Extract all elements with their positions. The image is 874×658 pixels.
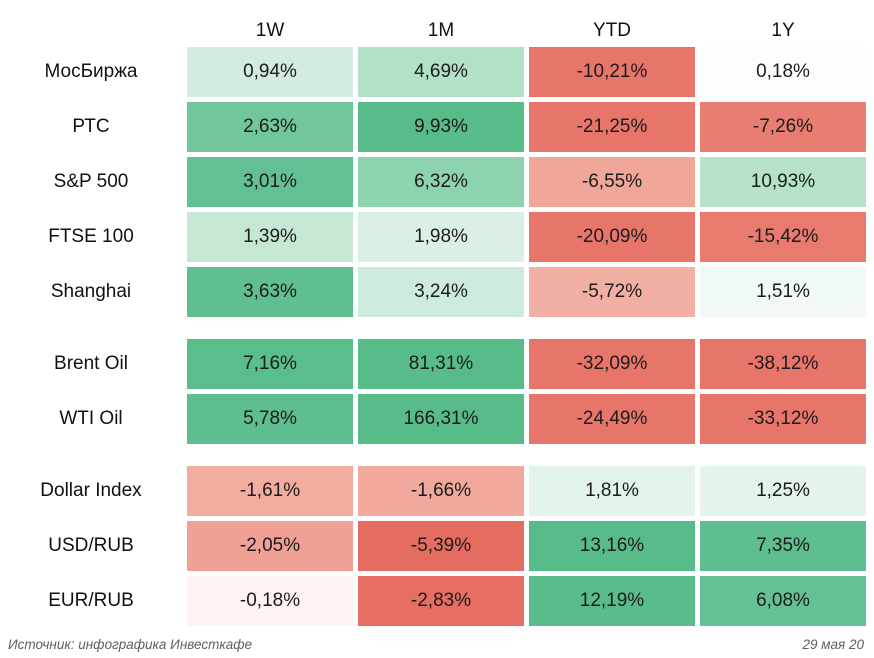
date-label: 29 мая 20 xyxy=(802,637,864,652)
heatmap-cell: 0,18% xyxy=(700,47,866,97)
heatmap-cell: -10,21% xyxy=(529,47,695,97)
table-row-shanghai: Shanghai 3,63% 3,24% -5,72% 1,51% xyxy=(0,267,874,317)
heatmap-cell: 1,39% xyxy=(187,212,353,262)
table-row-dollar-index: Dollar Index -1,61% -1,66% 1,81% 1,25% xyxy=(0,466,874,516)
heatmap-cell: 3,63% xyxy=(187,267,353,317)
table-row-mosbirzha: МосБиржа 0,94% 4,69% -10,21% 0,18% xyxy=(0,47,874,97)
heatmap-cell: 7,16% xyxy=(187,339,353,389)
heatmap-cell: -2,05% xyxy=(187,521,353,571)
heatmap-cell: -38,12% xyxy=(700,339,866,389)
column-header-ytd: YTD xyxy=(593,19,631,41)
table-row-wti: WTI Oil 5,78% 166,31% -24,49% -33,12% xyxy=(0,394,874,444)
heatmap-cell: 9,93% xyxy=(358,102,524,152)
heatmap-cell: -1,61% xyxy=(187,466,353,516)
column-header-row: 1W 1M YTD 1Y xyxy=(0,0,874,47)
heatmap-cell: 10,93% xyxy=(700,157,866,207)
heatmap-cell: -15,42% xyxy=(700,212,866,262)
column-header-1w: 1W xyxy=(255,19,285,41)
heatmap-cell: 4,69% xyxy=(358,47,524,97)
table-row-brent: Brent Oil 7,16% 81,31% -32,09% -38,12% xyxy=(0,339,874,389)
heatmap-cell: 13,16% xyxy=(529,521,695,571)
column-header-1y: 1Y xyxy=(771,19,795,41)
heatmap-cell: -32,09% xyxy=(529,339,695,389)
table-row-sp500: S&P 500 3,01% 6,32% -6,55% 10,93% xyxy=(0,157,874,207)
heatmap-cell: 1,81% xyxy=(529,466,695,516)
row-label: Dollar Index xyxy=(40,480,142,501)
group-currencies: Dollar Index -1,61% -1,66% 1,81% 1,25% U… xyxy=(0,466,874,626)
heatmap-cell: -5,39% xyxy=(358,521,524,571)
heatmap-cell: -33,12% xyxy=(700,394,866,444)
heatmap-cell: 6,08% xyxy=(700,576,866,626)
table-row-eur-rub: EUR/RUB -0,18% -2,83% 12,19% 6,08% xyxy=(0,576,874,626)
table-row-rts: РТС 2,63% 9,93% -21,25% -7,26% xyxy=(0,102,874,152)
source-credit: Источник: инфографика Инвесткафе xyxy=(8,637,253,652)
column-header-1m: 1M xyxy=(427,19,455,41)
group-commodities: Brent Oil 7,16% 81,31% -32,09% -38,12% W… xyxy=(0,339,874,444)
row-label: WTI Oil xyxy=(59,408,123,429)
row-label: FTSE 100 xyxy=(48,226,134,247)
heatmap-cell: 2,63% xyxy=(187,102,353,152)
heatmap-cell: -21,25% xyxy=(529,102,695,152)
footer: Источник: инфографика Инвесткафе 29 мая … xyxy=(8,637,864,652)
heatmap-cell: 81,31% xyxy=(358,339,524,389)
heatmap-cell: 12,19% xyxy=(529,576,695,626)
heatmap-cell: -0,18% xyxy=(187,576,353,626)
row-label: S&P 500 xyxy=(53,171,129,192)
heatmap-cell: -20,09% xyxy=(529,212,695,262)
heatmap-cell: -1,66% xyxy=(358,466,524,516)
heatmap-cell: 3,24% xyxy=(358,267,524,317)
table-row-ftse100: FTSE 100 1,39% 1,98% -20,09% -15,42% xyxy=(0,212,874,262)
group-equity-indices: МосБиржа 0,94% 4,69% -10,21% 0,18% РТС 2… xyxy=(0,47,874,317)
row-label: РТС xyxy=(72,116,110,137)
heatmap-cell: 1,98% xyxy=(358,212,524,262)
heatmap-cell: 6,32% xyxy=(358,157,524,207)
row-label: Brent Oil xyxy=(54,353,128,374)
heatmap-cell: 166,31% xyxy=(358,394,524,444)
row-label: МосБиржа xyxy=(44,61,138,82)
heatmap-cell: 5,78% xyxy=(187,394,353,444)
heatmap-cell: -24,49% xyxy=(529,394,695,444)
row-label: Shanghai xyxy=(50,281,132,302)
heatmap-cell: 7,35% xyxy=(700,521,866,571)
heatmap-cell: -5,72% xyxy=(529,267,695,317)
heatmap-cell: -7,26% xyxy=(700,102,866,152)
heatmap-cell: 0,94% xyxy=(187,47,353,97)
heatmap-cell: -6,55% xyxy=(529,157,695,207)
heatmap-cell: 3,01% xyxy=(187,157,353,207)
heatmap-cell: 1,51% xyxy=(700,267,866,317)
row-label: USD/RUB xyxy=(48,535,134,556)
table-row-usd-rub: USD/RUB -2,05% -5,39% 13,16% 7,35% xyxy=(0,521,874,571)
row-label: EUR/RUB xyxy=(48,590,134,611)
heatmap-cell: -2,83% xyxy=(358,576,524,626)
heatmap-cell: 1,25% xyxy=(700,466,866,516)
